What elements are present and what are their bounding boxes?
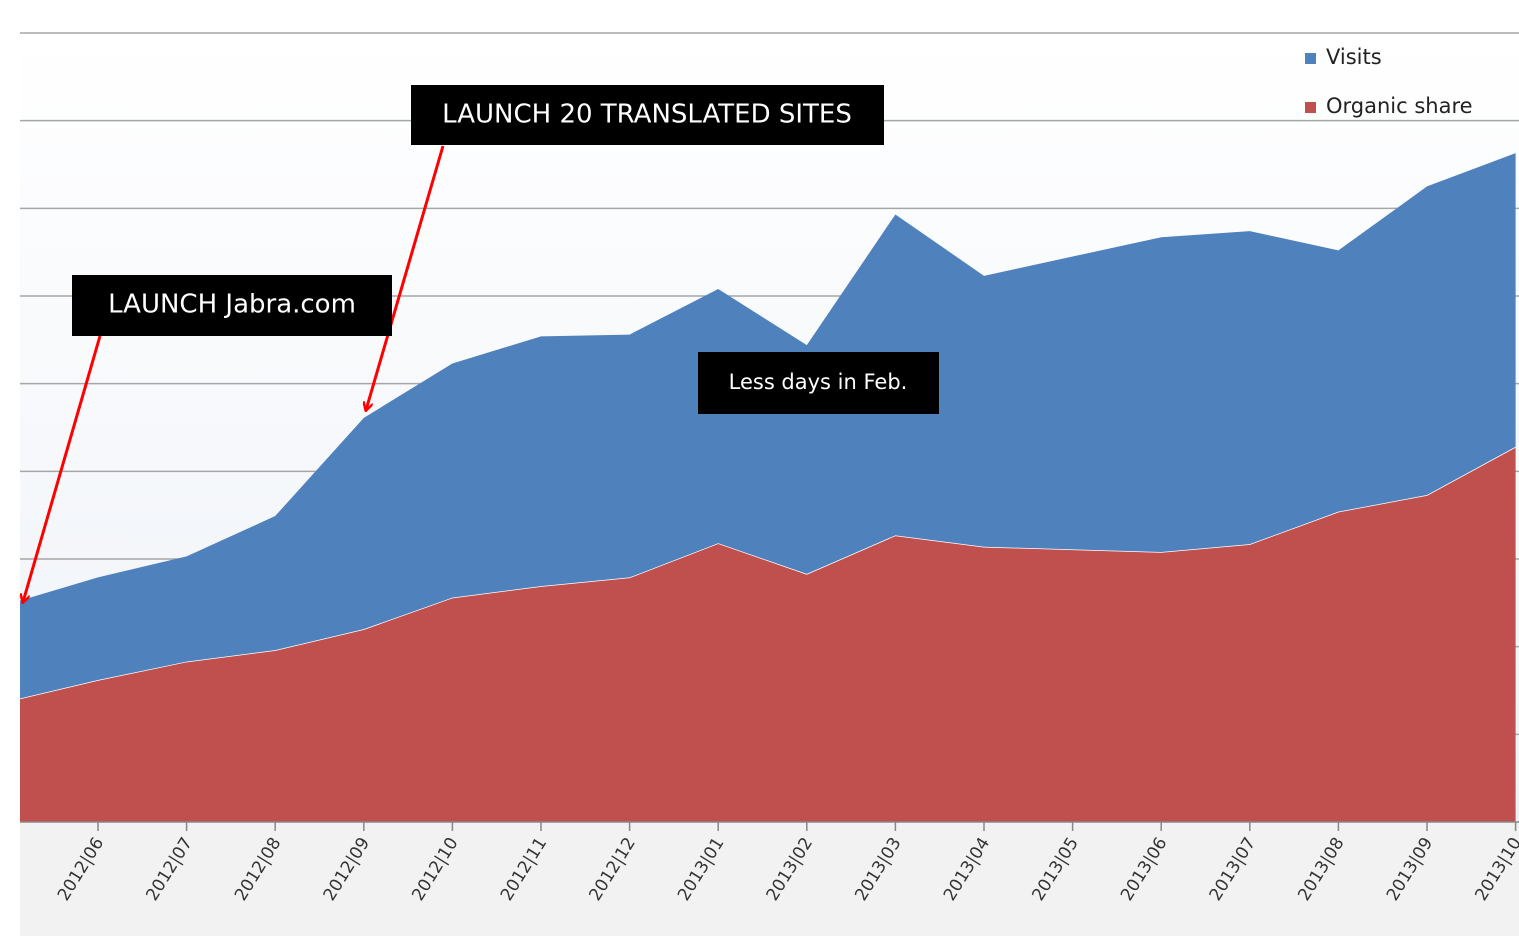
annotation: Less days in Feb.	[729, 370, 908, 394]
arrow	[366, 145, 445, 410]
legend-label: Visits	[1326, 45, 1382, 69]
x-axis-band	[20, 822, 1519, 936]
annotation-box	[72, 275, 392, 336]
arrow	[23, 335, 102, 602]
annotation-box	[698, 352, 939, 414]
annotation: LAUNCH 20 TRANSLATED SITES	[442, 100, 852, 130]
area	[20, 153, 1516, 699]
legend-swatch	[1305, 102, 1316, 113]
legend-swatch	[1305, 53, 1316, 64]
annotation-box	[411, 85, 884, 145]
legend-label: Organic share	[1326, 94, 1473, 118]
annotation: LAUNCH Jabra.com	[108, 290, 356, 320]
area	[20, 446, 1516, 822]
